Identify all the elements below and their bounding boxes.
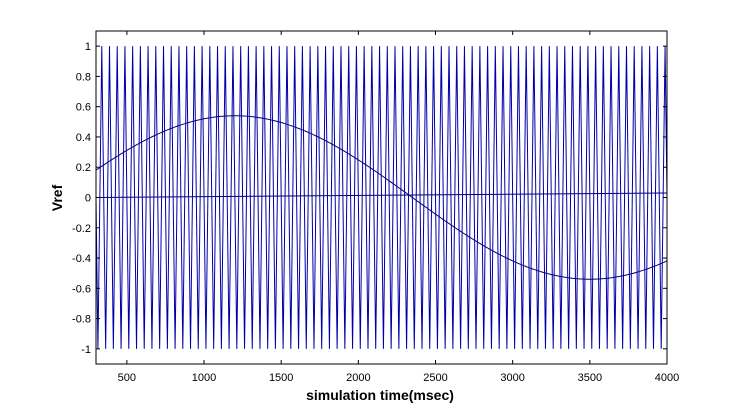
x-tick-label: 2500 (423, 372, 447, 384)
x-tick-label: 3000 (500, 372, 524, 384)
y-tick-label: -0.2 (72, 223, 91, 235)
x-tick-label: 4000 (655, 372, 679, 384)
series-layer (95, 46, 668, 349)
y-tick-label: 0 (85, 193, 91, 205)
y-tick-label: -0.4 (72, 253, 91, 265)
series-line-2 (95, 192, 668, 198)
x-tick-label: 3500 (578, 372, 602, 384)
y-tick-label: 0.6 (76, 102, 91, 114)
x-tick-label: 1000 (192, 372, 216, 384)
series-line-1 (95, 115, 668, 280)
y-tick-label: 1 (85, 41, 91, 53)
y-tick-label: -0.6 (72, 283, 91, 295)
y-tick-label: 0.2 (76, 162, 91, 174)
x-tick-label: 2000 (346, 372, 370, 384)
y-tick-label: -0.8 (72, 314, 91, 326)
x-axis-label: simulation time(msec) (306, 387, 454, 403)
y-tick-label: 0.8 (76, 71, 91, 83)
x-ticks: 500 1000 1500 2000 2500 3000 3500 4000 (118, 31, 679, 384)
series-line-0 (95, 46, 668, 349)
x-tick-label: 500 (118, 372, 136, 384)
y-tick-label: 0.4 (76, 132, 91, 144)
y-ticks: -1 -0.8 -0.6 -0.4 -0.2 0 0.2 0.4 0.6 0.8 1 (72, 41, 667, 356)
y-tick-label: -1 (81, 344, 91, 356)
y-axis-label: Vref (49, 184, 65, 211)
x-tick-label: 1500 (269, 372, 293, 384)
